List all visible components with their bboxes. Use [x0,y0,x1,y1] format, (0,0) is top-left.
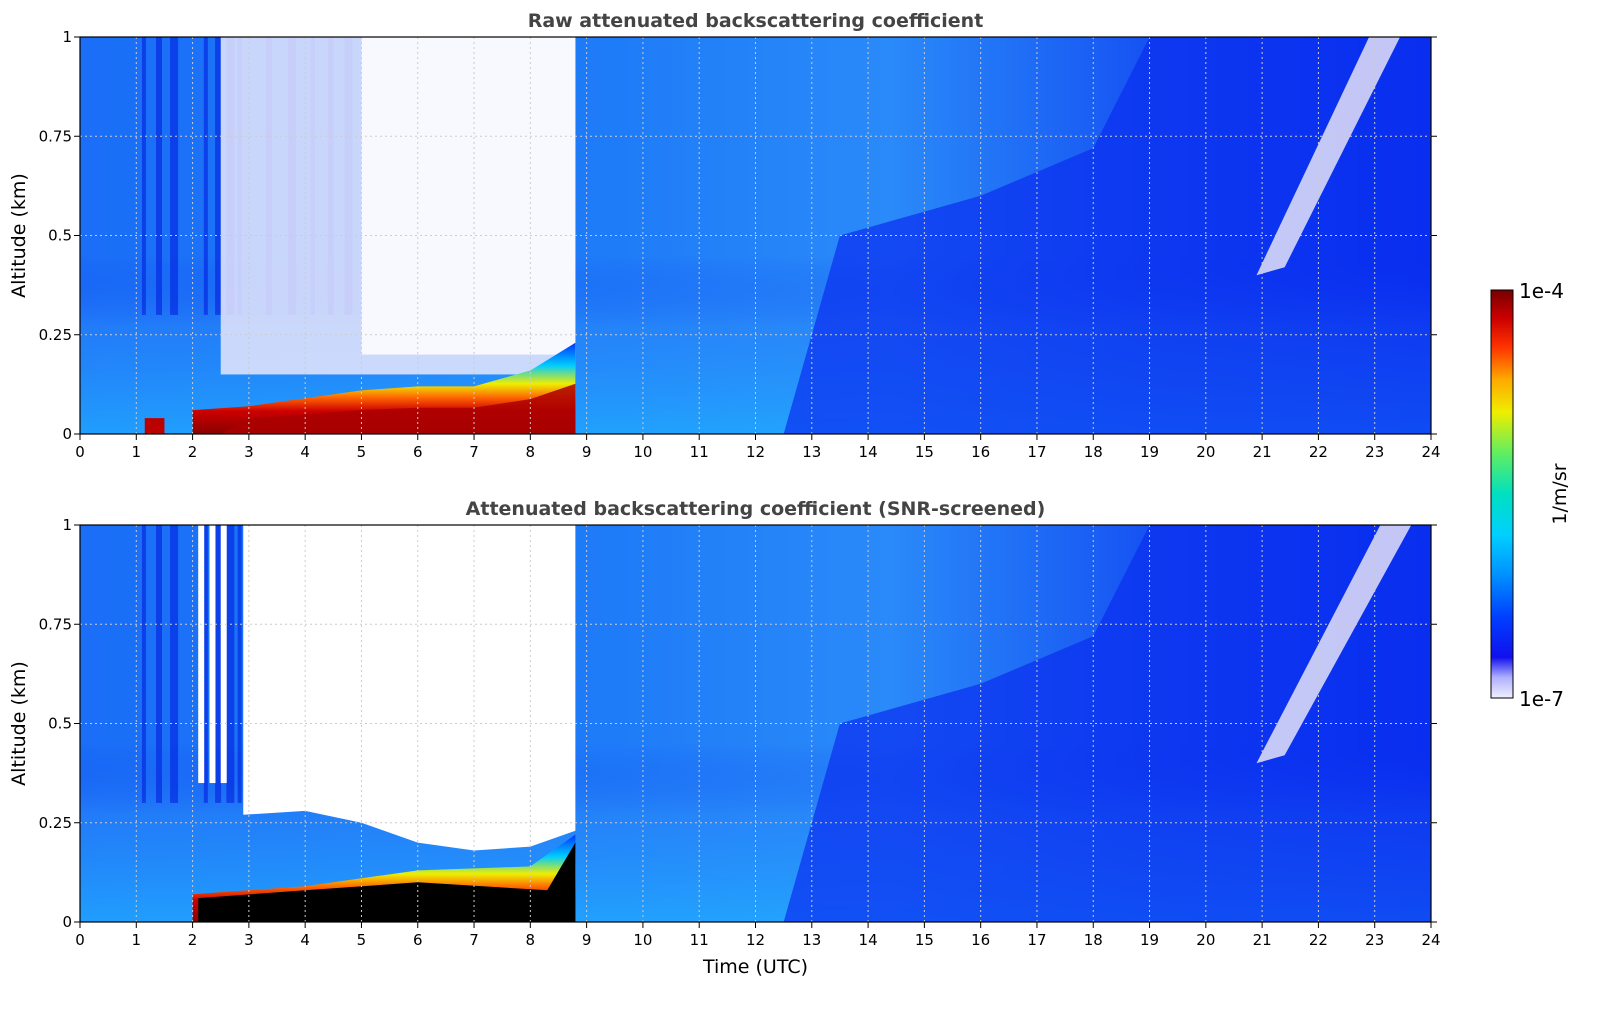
x-tick-label: 23 [1365,931,1384,949]
saturated-core [198,842,576,922]
x-tick-label: 17 [1027,931,1046,949]
x-tick-label: 7 [469,443,479,461]
y-tick-label: 1 [62,516,72,534]
x-tick-label: 18 [1084,931,1103,949]
x-tick-label: 3 [244,931,254,949]
x-tick-label: 11 [690,443,709,461]
x-tick-label: 2 [188,443,198,461]
x-tick-label: 7 [469,931,479,949]
colorbar-min-label: 1e-7 [1519,687,1564,711]
signal-streak [215,525,222,803]
signal-streak [141,37,146,315]
x-tick-label: 12 [746,931,765,949]
chart-title: Attenuated backscattering coefficient (S… [466,498,1046,520]
screened-region [243,525,576,851]
colorbar-unit-label: 1/m/sr [1549,463,1571,524]
x-tick-label: 24 [1421,443,1440,461]
colorbar-max-label: 1e-4 [1519,279,1564,303]
y-tick-label: 1 [62,28,72,46]
x-tick-label: 6 [413,931,423,949]
x-tick-label: 1 [132,443,142,461]
colorbar-gradient [1490,289,1514,699]
y-tick-label: 0 [62,425,72,443]
signal-streak [203,37,208,315]
x-tick-label: 16 [971,931,990,949]
y-axis-label: Altitude (km) [8,173,30,298]
x-tick-label: 8 [526,931,536,949]
colorbar: 1e-4 1e-7 1/m/sr [1490,279,1571,711]
signal-streak [237,525,242,803]
x-tick-label: 19 [1140,443,1159,461]
x-tick-label: 13 [802,931,821,949]
x-tick-label: 15 [915,443,934,461]
low-signal-core [361,37,576,355]
chart-title: Raw attenuated backscattering coefficien… [528,10,984,32]
signal-streak [155,37,162,315]
x-tick-label: 0 [75,443,85,461]
x-axis-label: Time (UTC) [702,956,808,978]
screened-column [198,525,205,784]
x-tick-label: 10 [633,931,652,949]
x-tick-label: 4 [300,931,310,949]
x-tick-label: 6 [413,443,423,461]
x-tick-label: 21 [1253,931,1272,949]
screened-column [220,525,227,784]
x-tick-label: 14 [859,931,878,949]
x-tick-label: 13 [802,443,821,461]
x-tick-label: 21 [1253,443,1272,461]
panel-screened: 0 1 2 3 4 5 6 7 8 9 10 11 12 13 14 15 16 17 18 19 20 21 22 23 24… [8,498,1441,978]
x-tick-label: 24 [1421,931,1440,949]
x-tick-label: 23 [1365,443,1384,461]
signal-streak [203,525,208,803]
y-tick-label: 0.75 [39,615,72,633]
x-tick-label: 9 [582,443,592,461]
boundary-layer-core [220,383,576,434]
x-tick-label: 10 [633,443,652,461]
y-tick-label: 0.25 [39,814,72,832]
signal-streak [215,37,222,315]
x-tick-label: 22 [1309,443,1328,461]
y-tick-label: 0 [62,913,72,931]
x-tick-label: 5 [357,443,367,461]
y-tick-label: 0.5 [48,227,72,245]
signal-streak [170,525,179,803]
x-tick-label: 2 [188,931,198,949]
screened-column [209,525,216,784]
x-tick-label: 12 [746,443,765,461]
x-tick-label: 20 [1196,931,1215,949]
x-tick-label: 8 [526,443,536,461]
x-tick-label: 3 [244,443,254,461]
x-tick-label: 16 [971,443,990,461]
y-tick-label: 0.25 [39,326,72,344]
x-tick-label: 22 [1309,931,1328,949]
x-tick-label: 5 [357,931,367,949]
descending-layer [1256,37,1401,276]
signal-streak [155,525,162,803]
x-tick-label: 9 [582,931,592,949]
x-tick-label: 1 [132,931,142,949]
y-tick-label: 0.5 [48,715,72,733]
x-tick-label: 11 [690,931,709,949]
y-axis-label: Altitude (km) [8,661,30,786]
x-tick-label: 18 [1084,443,1103,461]
y-tick-label: 0.75 [39,127,72,145]
x-tick-label: 0 [75,931,85,949]
x-tick-label: 19 [1140,931,1159,949]
signal-streak [170,37,179,315]
signal-streak [141,525,146,803]
x-tick-label: 14 [859,443,878,461]
signal-streak [226,525,235,803]
x-tick-label: 15 [915,931,934,949]
x-tick-label: 20 [1196,443,1215,461]
descending-layer [1256,525,1412,764]
x-tick-label: 17 [1027,443,1046,461]
early-aerosol-blob [144,418,165,434]
panel-raw: 0 1 2 3 4 5 6 7 8 9 10 11 12 13 14 15 16 17 18 19 20 21 22 23 24… [8,10,1441,461]
x-tick-label: 4 [300,443,310,461]
